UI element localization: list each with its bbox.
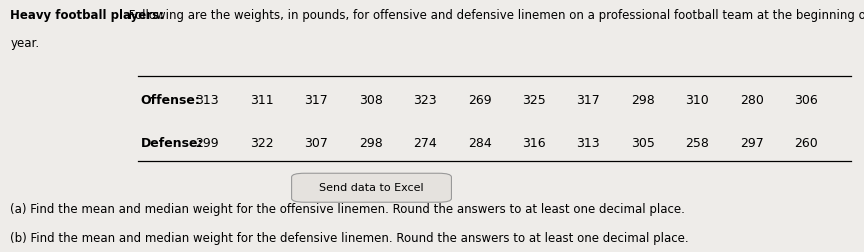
Text: 284: 284 [467,137,492,150]
Text: 317: 317 [576,94,600,107]
Text: 316: 316 [522,137,546,150]
Text: 317: 317 [304,94,328,107]
Text: 306: 306 [794,94,818,107]
Text: 313: 313 [195,94,219,107]
Text: 299: 299 [195,137,219,150]
Text: 298: 298 [631,94,655,107]
Text: 298: 298 [359,137,383,150]
Text: 308: 308 [359,94,383,107]
Text: 269: 269 [467,94,492,107]
Text: 313: 313 [576,137,600,150]
Text: Send data to Excel: Send data to Excel [319,183,424,193]
Text: 260: 260 [794,137,818,150]
Text: 274: 274 [413,137,437,150]
Text: 307: 307 [304,137,328,150]
Text: (b) Find the mean and median weight for the defensive linemen. Round the answers: (b) Find the mean and median weight for … [10,232,689,245]
Text: 258: 258 [685,137,709,150]
Text: 310: 310 [685,94,709,107]
FancyBboxPatch shape [291,173,451,202]
Text: (a) Find the mean and median weight for the offensive linemen. Round the answers: (a) Find the mean and median weight for … [10,203,685,216]
Text: 322: 322 [250,137,274,150]
Text: 297: 297 [740,137,764,150]
Text: 311: 311 [250,94,274,107]
Text: Defense:: Defense: [141,137,203,150]
Text: Following are the weights, in pounds, for offensive and defensive linemen on a p: Following are the weights, in pounds, fo… [124,9,864,22]
Text: 323: 323 [413,94,437,107]
Text: 280: 280 [740,94,764,107]
Text: Heavy football players:: Heavy football players: [10,9,164,22]
Text: Offense:: Offense: [141,94,200,107]
Text: year.: year. [10,37,40,50]
Text: 305: 305 [631,137,655,150]
Text: 325: 325 [522,94,546,107]
